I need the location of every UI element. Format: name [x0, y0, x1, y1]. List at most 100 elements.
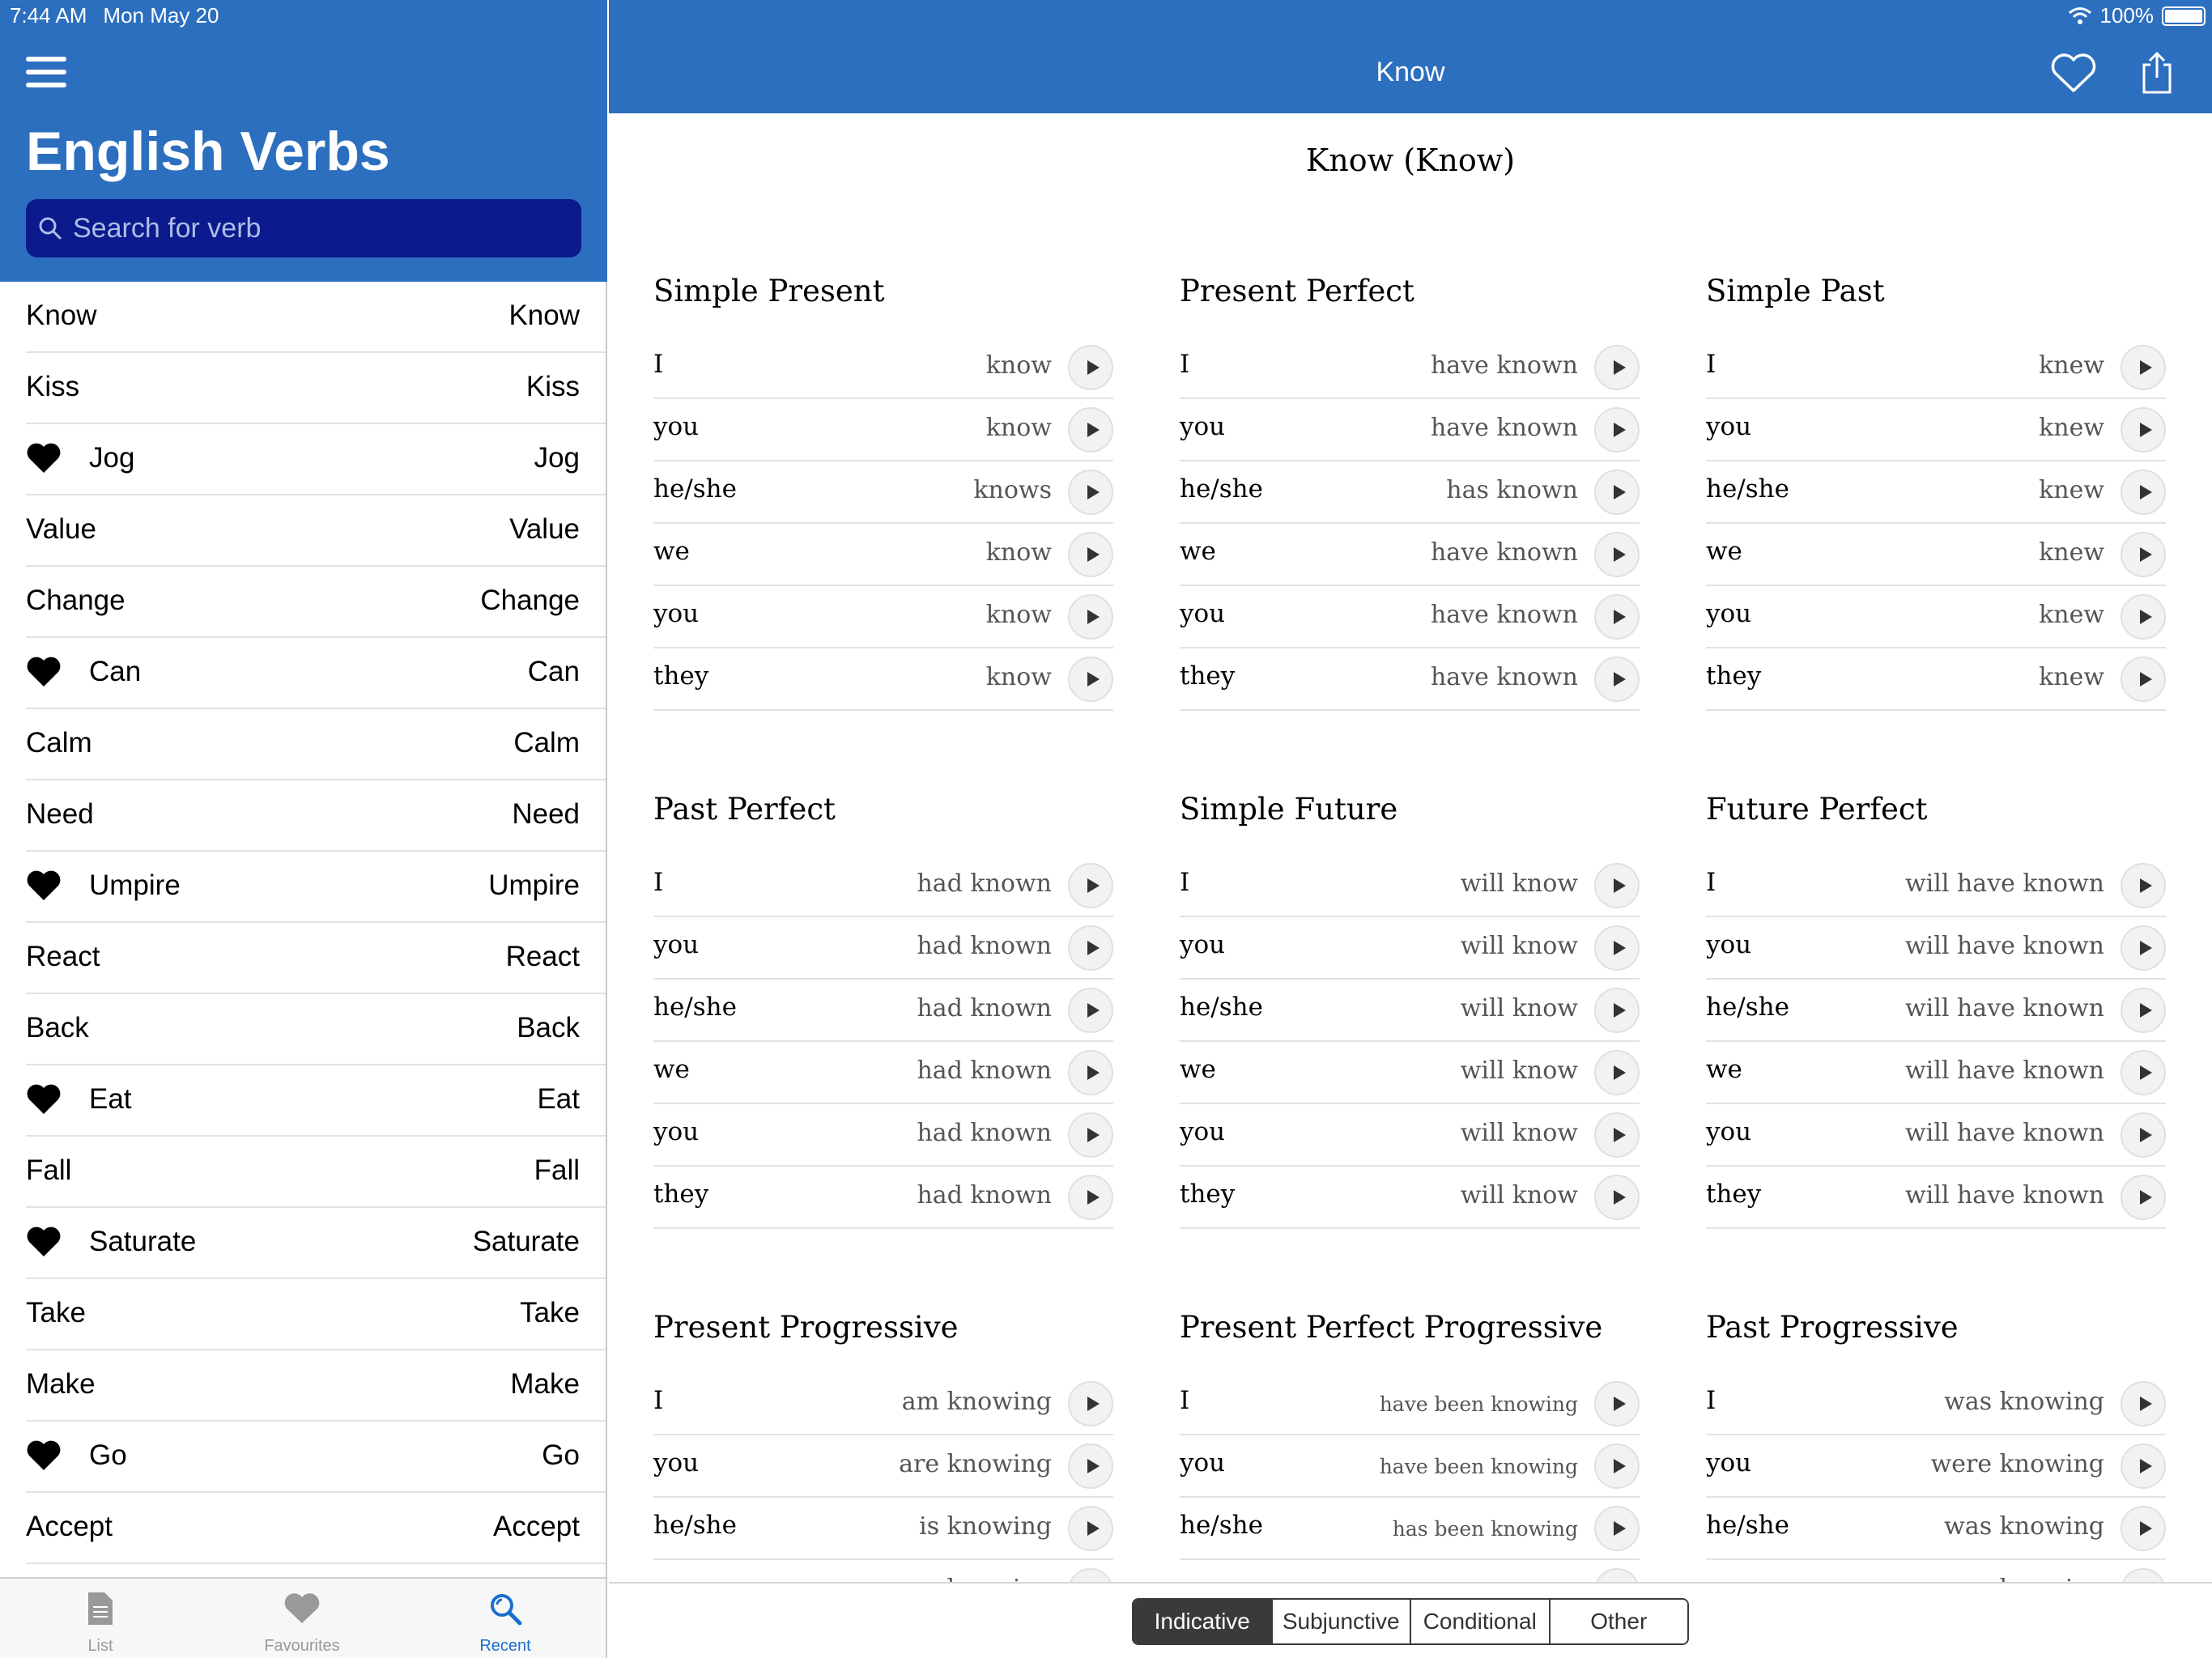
play-audio-icon[interactable] — [1068, 1506, 1113, 1551]
search-input[interactable] — [73, 199, 567, 257]
play-audio-icon[interactable] — [1594, 1050, 1640, 1095]
verb-list-item[interactable]: React React — [26, 923, 606, 994]
pronoun: I — [1706, 1386, 1716, 1415]
heart-icon — [221, 1585, 383, 1632]
tense-title: Present Progressive — [653, 1310, 959, 1345]
play-audio-icon[interactable] — [1068, 1175, 1113, 1220]
share-icon[interactable] — [2139, 50, 2175, 96]
play-audio-icon[interactable] — [1594, 470, 1640, 515]
play-audio-icon[interactable] — [1068, 863, 1113, 908]
verb-name: Know — [26, 300, 97, 331]
play-audio-icon[interactable] — [1068, 407, 1113, 453]
play-audio-icon[interactable] — [2121, 594, 2166, 640]
verb-list-item[interactable]: Back Back — [26, 994, 606, 1065]
verb-translation: Jog — [534, 442, 580, 474]
verb-list-item[interactable]: Fall Fall — [26, 1137, 606, 1208]
play-audio-icon[interactable] — [1594, 1506, 1640, 1551]
play-audio-icon[interactable] — [1068, 1050, 1113, 1095]
conjugation-row: we will know — [1180, 1042, 1640, 1104]
play-audio-icon[interactable] — [2121, 1112, 2166, 1158]
verb-list-item[interactable]: Eat Eat — [26, 1065, 606, 1137]
play-audio-icon[interactable] — [1594, 1381, 1640, 1426]
verb-list-item[interactable]: Change Change — [26, 567, 606, 638]
verb-translation: Can — [527, 656, 580, 687]
segment-indicative[interactable]: Indicative — [1134, 1600, 1273, 1643]
favorite-heart-icon[interactable] — [2050, 53, 2097, 94]
play-audio-icon[interactable] — [1068, 470, 1113, 515]
play-audio-icon[interactable] — [2121, 345, 2166, 390]
play-audio-icon[interactable] — [1594, 1112, 1640, 1158]
conjugation-row: you were knowing — [1706, 1435, 2166, 1498]
verb-list-item[interactable]: Jog Jog — [26, 424, 606, 495]
conjugation-row: he/she knows — [653, 461, 1113, 524]
verb-translation: Back — [517, 1012, 580, 1044]
conjugation-row: you are knowing — [653, 1435, 1113, 1498]
play-audio-icon[interactable] — [2121, 1443, 2166, 1489]
play-audio-icon[interactable] — [2121, 1506, 2166, 1551]
play-audio-icon[interactable] — [1594, 863, 1640, 908]
play-audio-icon[interactable] — [2121, 1050, 2166, 1095]
play-audio-icon[interactable] — [1594, 407, 1640, 453]
verb-list-item[interactable]: Make Make — [26, 1350, 606, 1422]
play-audio-icon[interactable] — [1594, 988, 1640, 1033]
segment-conditional[interactable]: Conditional — [1411, 1600, 1551, 1643]
play-audio-icon[interactable] — [1594, 1568, 1640, 1582]
play-audio-icon[interactable] — [1068, 925, 1113, 971]
play-audio-icon[interactable] — [2121, 1568, 2166, 1582]
play-audio-icon[interactable] — [2121, 532, 2166, 577]
play-audio-icon[interactable] — [1068, 657, 1113, 702]
play-audio-icon[interactable] — [1068, 1443, 1113, 1489]
search-bar[interactable] — [26, 199, 581, 257]
play-audio-icon[interactable] — [1068, 594, 1113, 640]
play-audio-icon[interactable] — [1594, 657, 1640, 702]
verb-list-item[interactable]: Go Go — [26, 1422, 606, 1493]
verb-list-item[interactable]: Take Take — [26, 1279, 606, 1350]
segment-other[interactable]: Other — [1550, 1600, 1687, 1643]
play-audio-icon[interactable] — [2121, 470, 2166, 515]
play-audio-icon[interactable] — [2121, 988, 2166, 1033]
play-audio-icon[interactable] — [1068, 345, 1113, 390]
play-audio-icon[interactable] — [2121, 1175, 2166, 1220]
conjugated-form: knows — [973, 476, 1052, 504]
verb-list-item[interactable]: Accept Accept — [26, 1493, 606, 1564]
play-audio-icon[interactable] — [1594, 345, 1640, 390]
tense-title: Present Perfect Progressive — [1180, 1310, 1603, 1345]
pronoun: you — [1180, 1117, 1226, 1146]
play-audio-icon[interactable] — [1068, 988, 1113, 1033]
verb-list-item[interactable]: Value Value — [26, 495, 606, 567]
favorite-heart-icon — [27, 870, 61, 900]
verb-list-item[interactable]: Kiss Kiss — [26, 353, 606, 424]
play-audio-icon[interactable] — [2121, 657, 2166, 702]
tab-recent[interactable]: Recent — [424, 1585, 586, 1656]
status-clock: 7:44 AM — [10, 3, 87, 28]
play-audio-icon[interactable] — [1594, 532, 1640, 577]
play-audio-icon[interactable] — [1594, 925, 1640, 971]
pronoun: he/she — [1706, 993, 1789, 1022]
play-audio-icon[interactable] — [1594, 1443, 1640, 1489]
play-audio-icon[interactable] — [1068, 1381, 1113, 1426]
verb-list-item[interactable]: Need Need — [26, 780, 606, 852]
play-audio-icon[interactable] — [1594, 1175, 1640, 1220]
verb-list-item[interactable]: Saturate Saturate — [26, 1208, 606, 1279]
play-audio-icon[interactable] — [1068, 532, 1113, 577]
menu-icon[interactable] — [26, 57, 66, 87]
play-audio-icon[interactable] — [2121, 863, 2166, 908]
pronoun: they — [1180, 1180, 1236, 1209]
play-audio-icon[interactable] — [1594, 594, 1640, 640]
verb-name: Value — [26, 513, 96, 545]
play-audio-icon[interactable] — [2121, 407, 2166, 453]
play-audio-icon[interactable] — [1068, 1112, 1113, 1158]
play-audio-icon[interactable] — [2121, 1381, 2166, 1426]
verb-list-item[interactable]: Calm Calm — [26, 709, 606, 780]
conjugated-form: have known — [1430, 663, 1578, 691]
tab-favourites[interactable]: Favourites — [221, 1585, 383, 1656]
verb-list-item[interactable]: Umpire Umpire — [26, 852, 606, 923]
tab-list[interactable]: List — [19, 1585, 181, 1656]
play-audio-icon[interactable] — [1068, 1568, 1113, 1582]
verb-list-item[interactable]: Know Know — [26, 282, 606, 353]
verb-list-item[interactable]: Can Can — [26, 638, 606, 709]
play-audio-icon[interactable] — [2121, 925, 2166, 971]
segment-subjunctive[interactable]: Subjunctive — [1272, 1600, 1411, 1643]
